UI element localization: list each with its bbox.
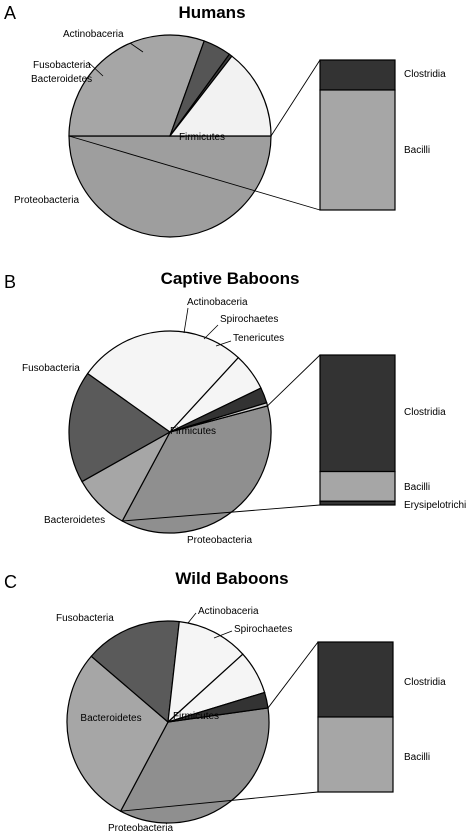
connector-line-bottom xyxy=(68,135,321,211)
slice-label-firmicutes: Firmicutes xyxy=(179,132,225,143)
bar-label-bacilli: Bacilli xyxy=(404,145,430,156)
panel-title: Humans xyxy=(178,3,245,22)
slice-label-proteobacteria: Proteobacteria xyxy=(108,823,173,834)
slice-label-firmicutes: Firmicutes xyxy=(173,711,219,722)
panel-letter: A xyxy=(4,3,16,23)
bar-label-clostridia: Clostridia xyxy=(404,69,446,80)
pie-slice-proteobacteria xyxy=(68,34,205,137)
bar-segment-bacilli xyxy=(317,716,394,793)
bar-segment-bacilli xyxy=(319,89,396,211)
slice-label-spirochaetes: Spirochaetes xyxy=(220,314,278,325)
bar-label-bacilli: Bacilli xyxy=(404,482,430,493)
slice-label-bacteroidetes: Bacteroidetes xyxy=(31,74,92,85)
panel-humans: A Humans Firmicutes Proteobacteria Bacte… xyxy=(4,3,446,238)
panel-captive-baboons: B Captive Baboons Firmicutes Proteobacte… xyxy=(4,269,466,546)
slice-label-actinobaceria: Actinobaceria xyxy=(198,606,259,617)
bar-label-bacilli: Bacilli xyxy=(404,752,430,763)
pie-slice-fusobacteria xyxy=(167,620,244,724)
slice-label-actinobaceria: Actinobaceria xyxy=(187,297,248,308)
pie-slice-actinobaceria xyxy=(168,55,272,137)
bar-segment-clostridia xyxy=(319,354,396,473)
leader-line xyxy=(203,324,219,340)
slice-label-bacteroidetes: Bacteroidetes xyxy=(80,713,141,724)
connector-line-bottom xyxy=(122,504,321,522)
slice-label-fusobacteria: Fusobacteria xyxy=(56,613,114,624)
panel-title: Wild Baboons xyxy=(175,569,288,588)
pie-slice-bacteroidetes xyxy=(68,372,172,483)
pie-slice-bacteroidetes xyxy=(90,620,180,724)
slice-label-tenericutes: Tenericutes xyxy=(233,333,284,344)
leader-line xyxy=(215,340,232,347)
slice-label-fusobacteria: Fusobacteria xyxy=(33,60,91,71)
pie-slice-firmicutes xyxy=(68,135,272,238)
slice-label-spirochaetes: Spirochaetes xyxy=(234,624,292,635)
pie-slice-fusobacteria xyxy=(86,330,240,433)
slice-label-actinobaceria: Actinobaceria xyxy=(63,29,124,40)
leader-line xyxy=(129,42,144,53)
leader-line xyxy=(87,61,104,77)
bar-segment-erysipelotrichi xyxy=(319,500,396,506)
slice-label-bacteroidetes: Bacteroidetes xyxy=(44,515,105,526)
pie-slice-firmicutes xyxy=(119,707,270,824)
bar-label-clostridia: Clostridia xyxy=(404,677,446,688)
pie-slice-proteobacteria xyxy=(66,655,169,812)
connector-line-top xyxy=(267,354,321,407)
bar-label-erysipelotrichi: Erysipelotrichi xyxy=(404,500,466,511)
bar-segment-clostridia xyxy=(317,641,394,718)
panel-wild-baboons: C Wild Baboons Firmicutes Proteobacteria… xyxy=(4,569,446,834)
bar-segment-bacilli xyxy=(319,470,396,502)
panel-letter: C xyxy=(4,572,17,592)
connector-line-bottom xyxy=(120,791,319,812)
leader-line xyxy=(183,307,189,334)
slice-label-fusobacteria: Fusobacteria xyxy=(22,363,80,374)
bar-label-clostridia: Clostridia xyxy=(404,407,446,418)
pie-slice-firmicutes xyxy=(121,405,272,534)
panel-letter: B xyxy=(4,272,16,292)
leader-line xyxy=(213,630,233,639)
connector-line-top xyxy=(267,641,319,709)
leader-line xyxy=(187,612,197,624)
slice-label-proteobacteria: Proteobacteria xyxy=(14,195,79,206)
panel-title: Captive Baboons xyxy=(161,269,300,288)
connector-line-top xyxy=(270,59,321,137)
bar-segment-clostridia xyxy=(319,59,396,91)
slice-label-proteobacteria: Proteobacteria xyxy=(187,535,252,546)
slice-label-firmicutes: Firmicutes xyxy=(170,426,216,437)
